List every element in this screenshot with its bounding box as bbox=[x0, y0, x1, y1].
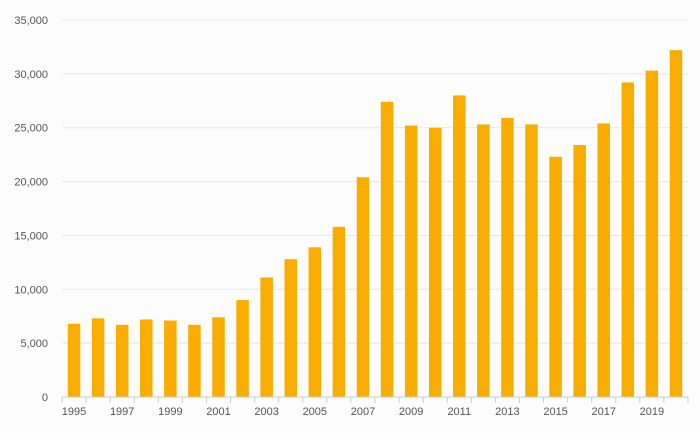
y-tick-label: 5,000 bbox=[20, 338, 48, 350]
bar bbox=[453, 95, 466, 398]
y-tick-label: 30,000 bbox=[14, 69, 48, 81]
bar bbox=[428, 127, 442, 397]
bar bbox=[308, 247, 322, 397]
x-tick-label: 2019 bbox=[640, 406, 664, 418]
bar bbox=[115, 324, 129, 397]
bar bbox=[621, 82, 635, 397]
x-tick-label: 2015 bbox=[543, 406, 567, 418]
x-tick-label: 2011 bbox=[447, 406, 471, 418]
bar bbox=[356, 177, 370, 397]
bar bbox=[67, 323, 81, 397]
x-tick-label: 2007 bbox=[351, 406, 375, 418]
grid-lines bbox=[62, 19, 688, 344]
x-tick-label: 2001 bbox=[206, 406, 230, 418]
bar bbox=[91, 318, 105, 397]
bar bbox=[645, 70, 659, 397]
x-tick-label: 2017 bbox=[591, 406, 615, 418]
bar bbox=[212, 317, 225, 397]
x-tick-label: 2009 bbox=[399, 406, 423, 418]
bar bbox=[140, 319, 153, 397]
bar bbox=[525, 124, 538, 398]
y-tick-label: 20,000 bbox=[14, 177, 48, 189]
bar bbox=[549, 156, 562, 397]
bar bbox=[332, 226, 346, 397]
bar bbox=[164, 320, 177, 397]
bars bbox=[67, 50, 683, 398]
y-tick-label: 15,000 bbox=[14, 230, 48, 242]
x-tick-label: 1995 bbox=[62, 406, 86, 418]
x-tick-label: 1997 bbox=[110, 406, 134, 418]
bar bbox=[236, 300, 249, 397]
x-tick-label: 2005 bbox=[303, 406, 327, 418]
y-tick-label: 35,000 bbox=[14, 15, 48, 27]
x-tick-label: 2003 bbox=[254, 406, 278, 418]
x-tick-label: 2013 bbox=[495, 406, 519, 418]
y-tick-label: 25,000 bbox=[14, 123, 48, 135]
y-axis-tick-labels: 0 5,000 10,000 15,000 20,000 25,000 30,000 35,0… bbox=[14, 15, 48, 404]
bar bbox=[380, 101, 394, 397]
bar bbox=[597, 123, 610, 398]
bar bbox=[501, 118, 514, 398]
bar bbox=[477, 124, 490, 398]
bar bbox=[669, 50, 683, 397]
x-axis-ticks bbox=[61, 397, 689, 403]
bar bbox=[284, 259, 297, 397]
x-axis-tick-labels: 1995 1997 1999 2001 2003 2005 2007 2009 2011 2013… bbox=[62, 406, 664, 418]
y-tick-label: 10,000 bbox=[14, 284, 48, 296]
y-tick-label: 0 bbox=[42, 392, 48, 404]
bar bbox=[260, 277, 273, 397]
bar bbox=[188, 324, 201, 397]
bar bbox=[573, 144, 586, 397]
x-tick-label: 1999 bbox=[158, 406, 182, 418]
bar bbox=[404, 125, 418, 397]
